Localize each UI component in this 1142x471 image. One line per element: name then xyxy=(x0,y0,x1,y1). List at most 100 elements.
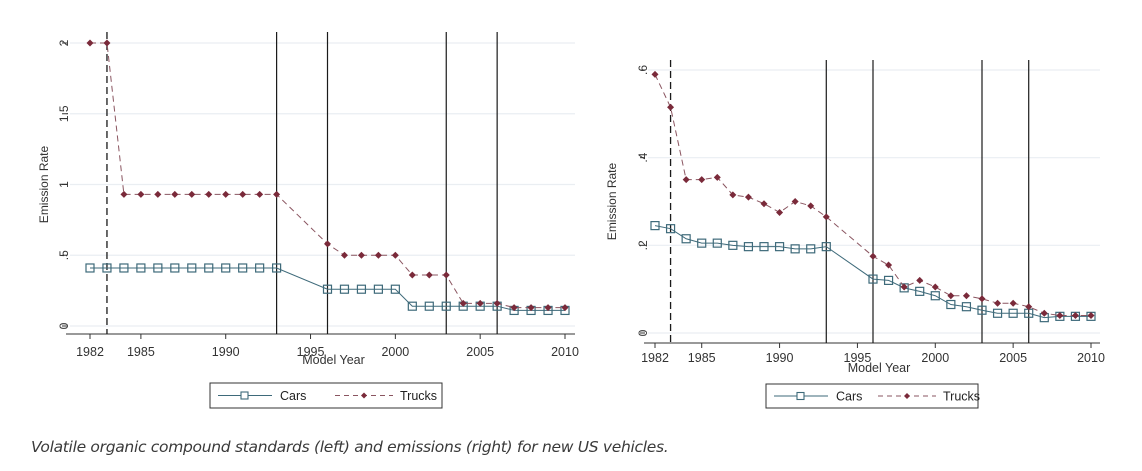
x-axis-label: Model Year xyxy=(848,361,911,375)
cars-point xyxy=(697,238,707,248)
cars-point xyxy=(153,263,163,273)
trucks-point xyxy=(374,251,382,259)
y-tick-label: 0 xyxy=(636,329,650,336)
x-tick-label: 2005 xyxy=(466,345,494,359)
trucks-point xyxy=(682,176,690,184)
trucks-point xyxy=(1056,311,1064,319)
cars-point xyxy=(868,274,878,284)
cars-point xyxy=(790,244,800,254)
trucks-point xyxy=(807,202,815,210)
trucks-point xyxy=(1040,309,1048,317)
cars-point xyxy=(681,234,691,244)
trucks-point xyxy=(442,271,450,279)
legend-cars-marker xyxy=(796,391,805,401)
cars-point xyxy=(85,263,95,273)
cars-point xyxy=(204,263,214,273)
y-tick-label: .2 xyxy=(636,240,650,250)
trucks-point xyxy=(1025,303,1033,311)
trucks-point xyxy=(978,295,986,303)
cars-point xyxy=(915,286,925,296)
legend-trucks-marker xyxy=(361,392,367,399)
cars-point xyxy=(407,301,417,311)
cars-point xyxy=(356,284,367,294)
y-tick-label: 1.5 xyxy=(57,105,71,122)
cars-point xyxy=(373,284,383,294)
x-tick-label: 2000 xyxy=(381,345,409,359)
cars-point xyxy=(339,284,350,294)
cars-point xyxy=(170,263,180,273)
cars-point xyxy=(946,299,956,310)
trucks-point xyxy=(1087,311,1095,319)
trucks-point xyxy=(527,304,535,312)
chart-emissions: 0 .2 .4 .6 Emission Rate 1982 1985 1990 1995 2000… xyxy=(605,60,1105,409)
cars-point xyxy=(743,242,754,252)
x-tick-label: 1995 xyxy=(844,351,872,365)
cars-point xyxy=(728,240,738,250)
cars-point xyxy=(930,291,940,301)
x-tick-label: 2010 xyxy=(1077,351,1105,365)
trucks-point xyxy=(205,190,213,198)
trucks-point xyxy=(962,292,970,300)
legend-cars-label: Cars xyxy=(280,389,306,403)
cars-point xyxy=(992,308,1003,318)
trucks-point xyxy=(791,198,799,205)
trucks-point xyxy=(493,299,501,307)
trucks-point xyxy=(391,251,399,259)
x-tick-label: 1995 xyxy=(297,345,325,359)
trucks-point xyxy=(103,39,111,47)
trucks-point xyxy=(425,271,433,279)
trucks-point xyxy=(171,190,179,198)
trucks-point xyxy=(729,191,737,199)
trucks-point xyxy=(510,304,518,312)
x-tick-label: 2010 xyxy=(551,345,579,359)
trucks-point xyxy=(885,261,893,269)
trucks-point xyxy=(154,190,162,198)
trucks-point xyxy=(1071,311,1079,319)
cars-point xyxy=(221,263,231,273)
trucks-point xyxy=(256,190,264,198)
cars-point xyxy=(322,284,333,294)
trucks-point xyxy=(476,299,484,307)
y-tick-label: .6 xyxy=(636,65,650,75)
cars-point xyxy=(255,263,265,273)
trucks-point xyxy=(357,251,365,259)
trucks-point xyxy=(544,304,552,312)
trucks-point xyxy=(651,70,659,78)
y-tick-label: 1 xyxy=(57,181,71,188)
cars-point xyxy=(665,224,676,234)
x-tick-label: 1985 xyxy=(688,351,716,365)
cars-point xyxy=(712,238,722,248)
legend: Cars Trucks xyxy=(765,383,980,409)
cars-point xyxy=(136,263,146,273)
series-line-cars xyxy=(654,225,1091,319)
cars-point xyxy=(759,242,769,252)
cars-point xyxy=(1008,308,1018,318)
cars-point xyxy=(441,301,451,311)
trucks-point xyxy=(239,190,247,198)
cars-point xyxy=(821,242,831,252)
trucks-point xyxy=(713,173,721,181)
cars-point xyxy=(102,263,112,273)
cars-point xyxy=(390,284,400,294)
trucks-point xyxy=(459,299,467,307)
series-line-trucks xyxy=(654,74,1091,316)
trucks-point xyxy=(900,283,908,291)
trucks-point xyxy=(947,292,955,300)
cars-point xyxy=(774,242,785,252)
cars-point xyxy=(883,275,894,285)
trucks-point xyxy=(222,190,230,198)
cars-point xyxy=(119,263,129,273)
legend-cars-label: Cars xyxy=(836,390,862,404)
trucks-point xyxy=(120,190,128,198)
trucks-point xyxy=(931,283,939,291)
trucks-point xyxy=(561,304,569,312)
x-axis-label: Model Year xyxy=(302,353,365,367)
trucks-point xyxy=(188,190,196,198)
trucks-point xyxy=(822,213,830,221)
trucks-point xyxy=(994,299,1002,307)
y-tick-label: .5 xyxy=(57,250,71,260)
trucks-point xyxy=(324,240,331,248)
y-tick-label: .4 xyxy=(636,152,650,162)
cars-point xyxy=(238,263,248,273)
